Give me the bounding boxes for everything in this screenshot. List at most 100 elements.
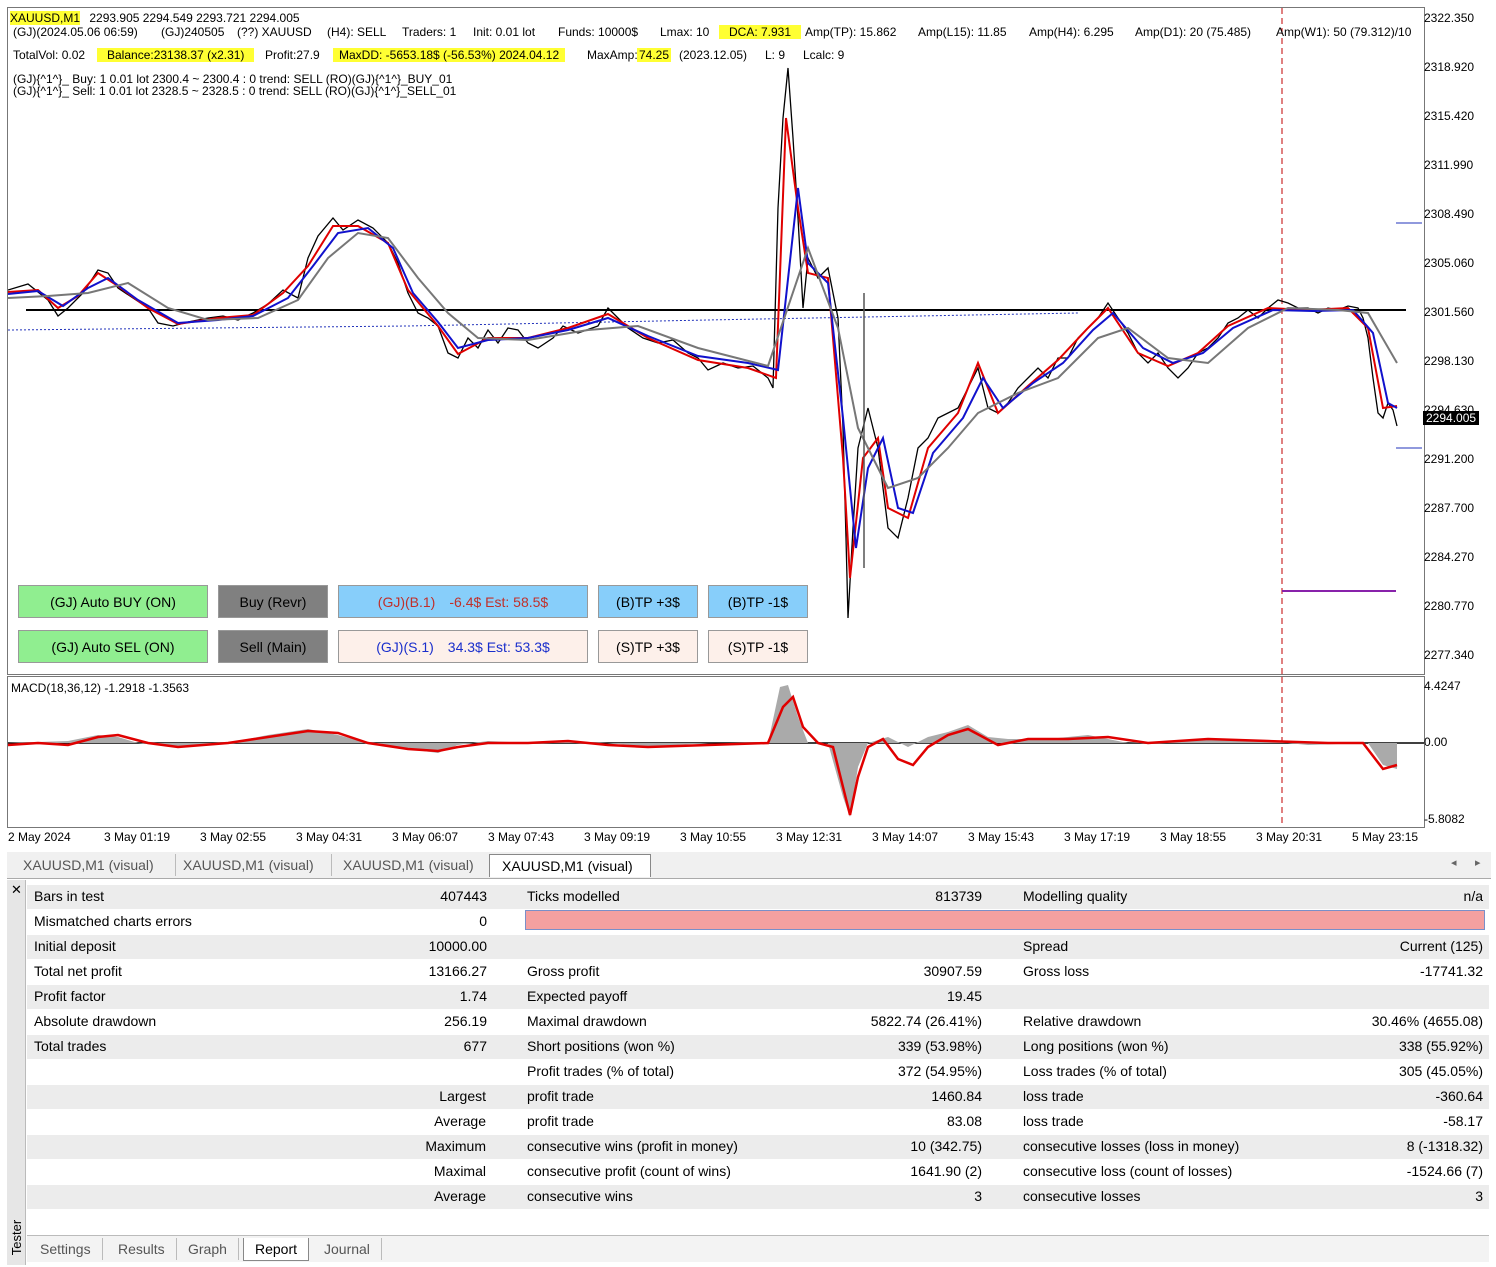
time-axis-label: 3 May 01:19 [104, 830, 171, 844]
tester-tabs: Settings Results Graph Report Journal [27, 1235, 1489, 1262]
tab-report[interactable]: Report [243, 1238, 310, 1261]
trend-dashed [8, 312, 1079, 331]
chart-tab-3[interactable]: XAUUSD,M1 (visual) [331, 854, 492, 876]
trader-buy-line: (GJ){^1^}_ Buy: 1 0.01 lot 2300.4 ~ 2300… [13, 72, 453, 86]
report-cell: Total trades [34, 1038, 107, 1054]
dca-highlight: DCA: 7.931 [719, 25, 802, 39]
price-axis-label: 2315.420 [1424, 109, 1475, 123]
trader-sell-line: (GJ){^1^}_ Sell: 1 0.01 lot 2328.5 ~ 232… [13, 84, 457, 98]
tab-graph[interactable]: Graph [177, 1238, 239, 1260]
time-axis-label: 3 May 14:07 [872, 830, 939, 844]
auto-buy-button[interactable]: (GJ) Auto BUY (ON) [18, 585, 208, 618]
macd-max-label: 4.4247 [1424, 679, 1461, 693]
report-cell: Average [434, 1113, 486, 1129]
sell-main-button[interactable]: Sell (Main) [218, 630, 328, 663]
report-cell: Gross profit [527, 963, 600, 979]
report-cell: -17741.32 [1419, 963, 1483, 979]
report-row: Largest profit trade 1460.84 loss trade -360… [27, 1085, 1489, 1110]
report-cell: 83.08 [946, 1113, 982, 1129]
report-cell: Profit factor [34, 988, 106, 1004]
report-cell: Mismatched charts errors [34, 913, 192, 929]
time-axis-label: 5 May 23:15 [1352, 830, 1419, 844]
report-cell: Initial deposit [34, 938, 116, 954]
report-row: Bars in test 407443 Ticks modelled 813739 Mo… [27, 885, 1489, 910]
stp-plus-button[interactable]: (S)TP +3$ [598, 630, 698, 663]
report-cell: Average [434, 1188, 486, 1204]
report-cell: n/a [1463, 888, 1483, 904]
price-axis-label: 2308.490 [1424, 207, 1475, 221]
auto-sel-button[interactable]: (GJ) Auto SEL (ON) [18, 630, 208, 663]
time-axis-label: 3 May 02:55 [200, 830, 267, 844]
price-axis-label: 2305.060 [1424, 256, 1475, 270]
report-cell: 339 (53.98%) [897, 1038, 982, 1054]
report-row: Profit trades (% of total) 372 (54.95%) Lo… [27, 1060, 1489, 1085]
report-cell: 305 (45.05%) [1398, 1063, 1483, 1079]
report-cell: Maximal drawdown [527, 1013, 647, 1029]
chart-tab-1[interactable]: XAUUSD,M1 (visual) [11, 854, 176, 876]
report-cell: consecutive profit (count of wins) [527, 1163, 731, 1179]
report-cell: profit trade [527, 1088, 594, 1104]
tab-settings[interactable]: Settings [29, 1238, 103, 1260]
macd-histogram [8, 685, 1397, 817]
report-cell: 0 [479, 913, 487, 929]
ma-fast [8, 117, 1398, 579]
report-cell: -1524.66 (7) [1406, 1163, 1483, 1179]
price-axis-label: 2322.350 [1424, 11, 1475, 25]
chart-tab-4[interactable]: XAUUSD,M1 (visual) [489, 854, 651, 877]
ohlc-values: 2293.905 2294.549 2293.721 2294.005 [89, 11, 300, 25]
report-cell: 813739 [935, 888, 982, 904]
ma-slow [8, 231, 1398, 490]
report-cell: 10 (342.75) [910, 1138, 982, 1154]
report-cell: 372 (54.95%) [897, 1063, 982, 1079]
macd-svg [8, 677, 1424, 827]
report-cell: Absolute drawdown [34, 1013, 157, 1029]
tab-results[interactable]: Results [107, 1238, 177, 1260]
price-series [8, 67, 1398, 619]
time-axis-label: 3 May 20:31 [1256, 830, 1323, 844]
macd-min-label: -5.8082 [1424, 812, 1465, 826]
tab-journal[interactable]: Journal [313, 1238, 382, 1260]
tab-scroll-left-icon[interactable]: ◂ [1451, 857, 1457, 869]
current-price-tag: 2294.005 [1423, 411, 1480, 425]
maxamp-highlight: 74.25 [637, 48, 672, 62]
b1-status-button[interactable]: (GJ)(B.1) -6.4$ Est: 58.5$ [338, 585, 588, 618]
report-cell: consecutive losses (loss in money) [1023, 1138, 1240, 1154]
report-cell: Maximum [425, 1138, 486, 1154]
report-cell: Profit trades (% of total) [527, 1063, 675, 1079]
report-row: Maximal consecutive profit (count of wins… [27, 1160, 1489, 1185]
report-cell: Spread [1023, 938, 1069, 954]
mismatch-error-bar [525, 910, 1485, 930]
symbol-label: XAUUSD,M1 [10, 11, 81, 25]
report-cell: 3 [974, 1188, 982, 1204]
price-chart[interactable] [7, 7, 1425, 675]
price-axis-label: 2287.700 [1424, 501, 1475, 515]
btp-plus-button[interactable]: (B)TP +3$ [598, 585, 698, 618]
report-row: Total net profit 13166.27 Gross profit 3090… [27, 960, 1489, 985]
report-cell: loss trade [1023, 1088, 1084, 1104]
report-cell: Ticks modelled [527, 888, 620, 904]
report-cell: 256.19 [444, 1013, 487, 1029]
price-axis-label: 2298.130 [1424, 354, 1475, 368]
report-cell: 407443 [440, 888, 487, 904]
s1-status-button[interactable]: (GJ)(S.1) 34.3$ Est: 53.3$ [338, 630, 588, 663]
chart-tab-2[interactable]: XAUUSD,M1 (visual) [171, 854, 332, 876]
buy-revr-button[interactable]: Buy (Revr) [218, 585, 328, 618]
report-cell: consecutive wins (profit in money) [527, 1138, 738, 1154]
report-cell: 30907.59 [923, 963, 982, 979]
btp-minus-button[interactable]: (B)TP -1$ [708, 585, 808, 618]
price-axis-label: 2284.270 [1424, 550, 1475, 564]
price-axis-label: 2291.200 [1424, 452, 1475, 466]
report-cell: Loss trades (% of total) [1023, 1063, 1167, 1079]
price-axis-label: 2280.770 [1424, 599, 1475, 613]
macd-panel[interactable] [7, 676, 1425, 828]
close-icon[interactable]: ✕ [11, 882, 22, 897]
stp-minus-button[interactable]: (S)TP -1$ [708, 630, 808, 663]
report-row: Total trades 677 Short positions (won %) 33… [27, 1035, 1489, 1060]
time-axis-label: 3 May 17:19 [1064, 830, 1131, 844]
tab-scroll-right-icon[interactable]: ▸ [1475, 857, 1481, 869]
report-cell: 1460.84 [931, 1088, 982, 1104]
report-cell: 677 [463, 1038, 487, 1054]
report-cell: 338 (55.92%) [1398, 1038, 1483, 1054]
price-axis-label: 2318.920 [1424, 60, 1475, 74]
report-cell: profit trade [527, 1113, 594, 1129]
